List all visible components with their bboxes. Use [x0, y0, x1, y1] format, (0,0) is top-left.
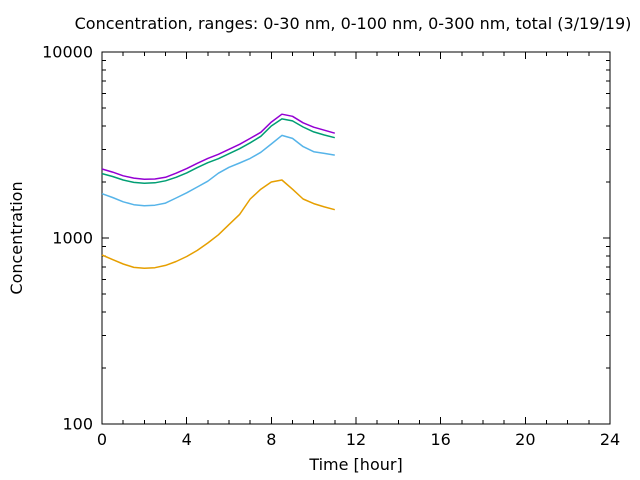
y-tick-label: 100	[62, 415, 93, 434]
x-axis-label: Time [hour]	[308, 455, 402, 474]
y-axis-label: Concentration	[7, 181, 26, 294]
y-tick-label: 1000	[52, 229, 93, 248]
chart-title: Concentration, ranges: 0-30 nm, 0-100 nm…	[75, 14, 632, 33]
plot-frame	[101, 51, 611, 425]
x-tick-label: 8	[266, 430, 276, 449]
x-tick-label: 24	[600, 430, 620, 449]
series-line-0-300-nm	[101, 118, 335, 184]
series-line-0-30-nm	[101, 179, 335, 269]
plot-area: 0 4 8 12 16 20 24 100 1000 10000	[42, 43, 620, 450]
x-tick-label: 4	[182, 430, 192, 449]
series-line-total	[101, 113, 336, 180]
y-tick-label: 10000	[42, 43, 93, 62]
x-tick-label: 16	[430, 430, 450, 449]
x-tick-label: 0	[97, 430, 107, 449]
x-tick-label: 20	[515, 430, 535, 449]
series-line-0-100-nm	[101, 134, 335, 207]
x-tick-label: 12	[346, 430, 366, 449]
